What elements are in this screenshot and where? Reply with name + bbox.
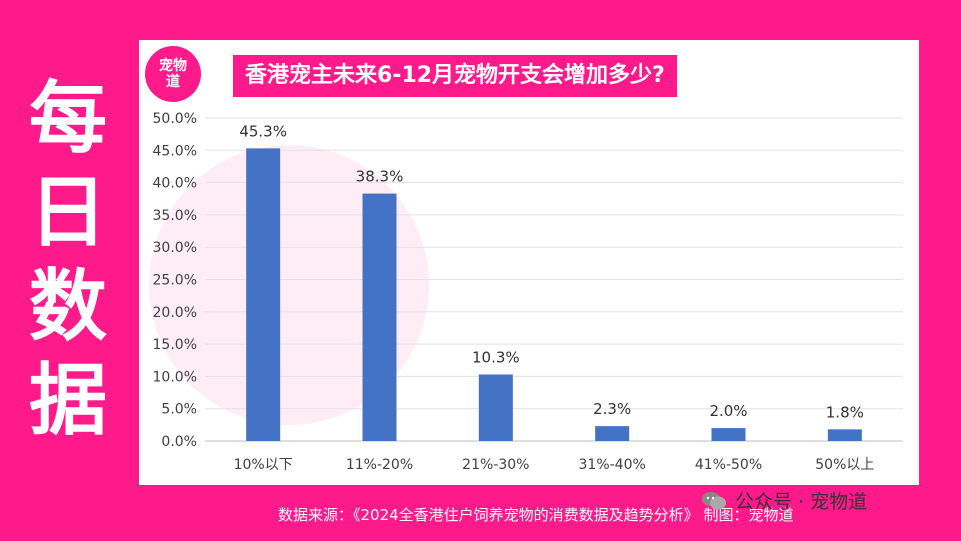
- bar: [711, 428, 746, 441]
- bar: [827, 429, 862, 441]
- bar: [595, 426, 630, 441]
- bar: [246, 148, 281, 441]
- x-tick-label: 11%-20%: [346, 457, 413, 473]
- data-label: 2.3%: [593, 400, 631, 418]
- bar-chart: 0.0% 5.0% 10.0% 15.0% 20.0% 25.0% 30.0% 35.0% 40…: [149, 111, 903, 473]
- x-tick-label: 50%以上: [815, 457, 874, 473]
- wechat-account: 公众号 · 宠物道: [701, 487, 867, 514]
- x-tick-label: 41%-50%: [695, 457, 762, 473]
- y-tick-label: 10.0%: [153, 369, 197, 385]
- y-tick-label: 5.0%: [161, 402, 197, 418]
- data-label: 2.0%: [709, 402, 747, 420]
- y-tick-label: 25.0%: [153, 273, 197, 289]
- bar: [478, 374, 513, 441]
- y-tick-label: 30.0%: [153, 240, 197, 256]
- logo-badge: 宠物道: [145, 46, 201, 102]
- chart-title: 香港宠主未来6-12月宠物开支会增加多少?: [233, 55, 677, 97]
- y-tick-label: 45.0%: [153, 143, 197, 159]
- side-title-char: 据: [28, 356, 107, 446]
- data-label: 1.8%: [826, 403, 864, 421]
- x-tick-label: 31%-40%: [579, 457, 646, 473]
- logo-text: 宠物道: [159, 58, 187, 90]
- y-tick-label: 50.0%: [153, 111, 197, 127]
- side-title: 每 日 数 据: [18, 72, 118, 448]
- wechat-label: 公众号 · 宠物道: [735, 491, 868, 513]
- side-title-char: 日: [28, 168, 107, 258]
- side-title-char: 数: [28, 262, 107, 352]
- y-tick-label: 0.0%: [161, 434, 197, 450]
- x-tick-label: 21%-30%: [462, 457, 529, 473]
- x-tick-label: 10%以下: [234, 457, 293, 473]
- data-label: 38.3%: [356, 168, 404, 186]
- data-label: 10.3%: [472, 348, 520, 366]
- y-tick-label: 40.0%: [153, 176, 197, 192]
- y-tick-label: 20.0%: [153, 305, 197, 321]
- source-footer: 数据来源：《2024全香港住户饲养宠物的消费数据及趋势分析》 制图：宠物道: [278, 506, 794, 524]
- y-tick-label: 15.0%: [153, 337, 197, 353]
- side-title-char: 每: [28, 74, 107, 164]
- data-label: 45.3%: [239, 122, 287, 140]
- y-tick-label: 35.0%: [153, 208, 197, 224]
- wechat-icon: [701, 491, 727, 511]
- bar: [362, 193, 397, 441]
